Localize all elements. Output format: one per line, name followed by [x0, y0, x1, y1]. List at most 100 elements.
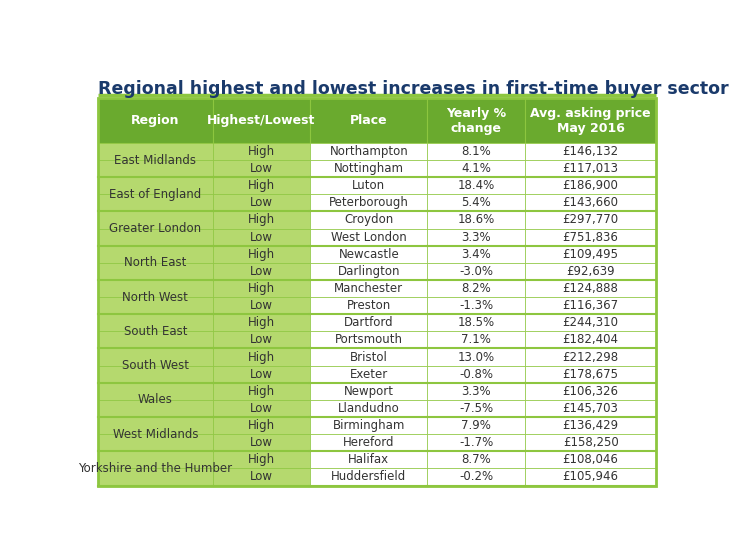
Text: West Midlands: West Midlands	[113, 428, 198, 441]
Bar	[213, 434, 311, 451]
Bar	[213, 451, 311, 468]
Bar	[428, 98, 525, 143]
Text: Llandudno: Llandudno	[338, 402, 400, 415]
Bar	[98, 314, 213, 332]
Text: £105,946: £105,946	[562, 470, 619, 484]
Text: Low: Low	[250, 333, 273, 346]
Bar	[525, 434, 657, 451]
Bar	[428, 211, 525, 228]
Text: East Midlands: East Midlands	[114, 154, 197, 166]
Bar	[213, 263, 311, 280]
Text: High: High	[248, 248, 275, 261]
Bar	[311, 263, 428, 280]
Text: £158,250: £158,250	[563, 436, 618, 449]
Text: South West: South West	[122, 359, 189, 372]
Bar	[213, 400, 311, 417]
Bar	[525, 245, 657, 263]
Bar	[311, 297, 428, 314]
Bar	[428, 143, 525, 160]
Bar	[525, 451, 657, 468]
Text: 4.1%: 4.1%	[461, 162, 491, 175]
Text: Low: Low	[250, 402, 273, 415]
Bar	[213, 245, 311, 263]
Bar	[311, 160, 428, 177]
Bar	[213, 468, 311, 485]
Bar	[98, 400, 213, 417]
Bar	[525, 160, 657, 177]
Bar	[98, 451, 213, 468]
Text: £143,660: £143,660	[562, 197, 619, 209]
Text: Low: Low	[250, 231, 273, 244]
Bar	[98, 177, 213, 194]
Text: Wales: Wales	[138, 394, 173, 406]
Text: Highest/Lowest: Highest/Lowest	[208, 114, 316, 127]
Text: High: High	[248, 214, 275, 227]
Bar	[98, 228, 213, 245]
Bar	[213, 297, 311, 314]
Bar	[98, 349, 213, 366]
Bar	[98, 98, 213, 143]
Bar	[525, 383, 657, 400]
Text: Croydon: Croydon	[344, 214, 394, 227]
Bar	[428, 245, 525, 263]
Text: 3.3%: 3.3%	[461, 385, 491, 398]
Bar	[428, 228, 525, 245]
Text: -7.5%: -7.5%	[459, 402, 493, 415]
Bar	[98, 383, 213, 400]
Bar	[525, 177, 657, 194]
Text: Huddersfield: Huddersfield	[331, 470, 406, 484]
Text: Nottingham: Nottingham	[334, 162, 404, 175]
Text: -1.3%: -1.3%	[459, 299, 493, 312]
Bar	[311, 143, 428, 160]
Text: 5.4%: 5.4%	[461, 197, 491, 209]
Bar	[428, 332, 525, 349]
Bar	[311, 451, 428, 468]
Text: £145,703: £145,703	[563, 402, 618, 415]
Bar	[525, 366, 657, 383]
Text: £92,639: £92,639	[566, 265, 615, 278]
Text: Low: Low	[250, 197, 273, 209]
Bar	[525, 349, 657, 366]
Text: £182,404: £182,404	[562, 333, 619, 346]
Text: 18.6%: 18.6%	[458, 214, 495, 227]
Text: -0.2%: -0.2%	[459, 470, 493, 484]
Bar	[525, 468, 657, 485]
Bar	[213, 366, 311, 383]
Bar	[311, 211, 428, 228]
Text: £116,367: £116,367	[562, 299, 619, 312]
Bar	[213, 98, 311, 143]
Text: 7.1%: 7.1%	[461, 333, 491, 346]
Bar	[213, 211, 311, 228]
Bar	[311, 280, 428, 297]
Bar	[525, 143, 657, 160]
Text: Newport: Newport	[344, 385, 394, 398]
Text: Low: Low	[250, 470, 273, 484]
Bar	[428, 400, 525, 417]
Bar	[98, 417, 213, 434]
Text: High: High	[248, 419, 275, 432]
Bar	[525, 314, 657, 332]
Bar	[98, 468, 213, 485]
Text: £244,310: £244,310	[562, 316, 619, 329]
Text: Exeter: Exeter	[350, 368, 388, 380]
Text: £109,495: £109,495	[562, 248, 619, 261]
Text: Newcastle: Newcastle	[339, 248, 399, 261]
Bar	[213, 160, 311, 177]
Text: £186,900: £186,900	[563, 179, 618, 192]
Bar	[213, 194, 311, 211]
Bar	[311, 245, 428, 263]
Text: North West: North West	[122, 290, 188, 304]
Bar	[428, 366, 525, 383]
Bar	[428, 383, 525, 400]
Text: Northampton: Northampton	[330, 145, 408, 158]
Bar	[525, 417, 657, 434]
Bar	[525, 98, 657, 143]
Text: Low: Low	[250, 299, 273, 312]
Text: Luton: Luton	[353, 179, 386, 192]
Bar	[213, 314, 311, 332]
Bar	[311, 98, 428, 143]
Text: North East: North East	[124, 256, 187, 270]
Bar	[98, 245, 213, 263]
Bar	[311, 332, 428, 349]
Bar	[98, 143, 213, 160]
